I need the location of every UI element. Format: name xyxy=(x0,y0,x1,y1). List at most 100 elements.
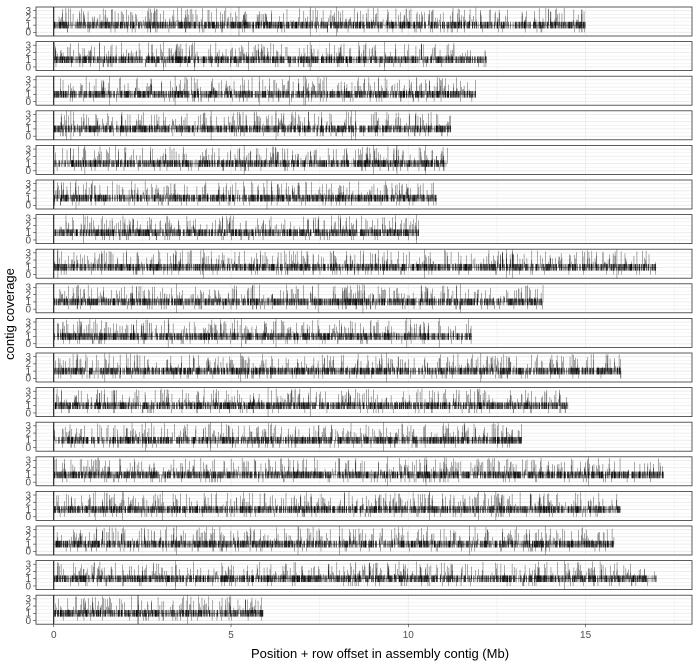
panel-border xyxy=(35,110,693,141)
panel-border xyxy=(35,179,693,210)
coverage-marks xyxy=(53,387,569,417)
y-tick-label: 2 xyxy=(25,152,31,163)
y-tick-label: 1 xyxy=(25,263,31,274)
y-tick-label: 1 xyxy=(25,366,31,377)
panel-border xyxy=(35,560,693,590)
y-tick-label: 0 xyxy=(25,616,31,627)
y-tick-label: 0 xyxy=(25,166,31,177)
panel-border xyxy=(35,41,693,71)
y-tick-label: 0 xyxy=(25,131,31,142)
y-tick-label: 0 xyxy=(25,547,31,558)
y-tick-label: 0 xyxy=(25,581,31,592)
y-tick-label: 3 xyxy=(25,490,31,501)
y-tick-label: 0 xyxy=(25,374,31,385)
y-tick-label: 3 xyxy=(25,352,31,363)
y-tick-label: 1 xyxy=(25,401,31,412)
y-tick-label: 3 xyxy=(25,75,31,86)
y-tick-label: 2 xyxy=(25,290,31,301)
x-tick-label: 5 xyxy=(228,630,234,641)
y-tick-label: 1 xyxy=(25,332,31,343)
y-tick-label: 2 xyxy=(25,567,31,578)
coverage-marks xyxy=(53,422,522,452)
y-tick-label: 0 xyxy=(25,408,31,419)
y-tick-label: 2 xyxy=(25,601,31,612)
panel-group: 0123012301230123012301230123012301230123… xyxy=(25,6,693,627)
y-tick-label: 2 xyxy=(25,186,31,197)
y-tick-label: 3 xyxy=(25,387,31,398)
x-tick-label: 10 xyxy=(403,630,415,641)
y-tick-label: 2 xyxy=(25,13,31,24)
y-tick-label: 0 xyxy=(25,339,31,350)
coverage-marks xyxy=(53,249,657,279)
y-tick-label: 1 xyxy=(25,297,31,308)
y-tick-label: 2 xyxy=(25,82,31,93)
panel-border xyxy=(35,352,693,383)
panel-border xyxy=(35,490,693,521)
y-tick-label: 2 xyxy=(25,255,31,266)
panel-border xyxy=(35,75,693,106)
y-tick-label: 2 xyxy=(25,48,31,59)
coverage-marks xyxy=(53,526,615,555)
y-tick-label: 0 xyxy=(25,28,31,39)
y-tick-label: 1 xyxy=(25,574,31,585)
y-tick-label: 1 xyxy=(25,124,31,135)
panel-border xyxy=(35,248,693,279)
coverage-marks xyxy=(53,283,544,313)
y-tick-label: 1 xyxy=(25,159,31,170)
coverage-marks xyxy=(53,491,622,521)
y-tick-label: 2 xyxy=(25,428,31,439)
y-tick-label: 3 xyxy=(25,110,31,121)
y-tick-label: 0 xyxy=(25,201,31,212)
panel-border xyxy=(35,456,693,487)
y-tick-label: 1 xyxy=(25,90,31,101)
y-tick-label: 3 xyxy=(25,594,31,605)
coverage-marks xyxy=(53,180,437,209)
x-tick-label: 0 xyxy=(51,630,57,641)
coverage-marks xyxy=(53,7,586,36)
y-tick-label: 0 xyxy=(25,512,31,523)
coverage-marks xyxy=(53,353,622,382)
y-tick-label: 0 xyxy=(25,235,31,246)
coverage-marks xyxy=(53,214,419,244)
y-tick-label: 1 xyxy=(25,539,31,550)
y-tick-label: 2 xyxy=(25,221,31,232)
coverage-marks xyxy=(53,318,473,348)
coverage-marks xyxy=(53,110,452,140)
panel-border xyxy=(35,387,693,418)
x-axis-title: Position + row offset in assembly contig… xyxy=(251,646,509,661)
panel-border xyxy=(35,421,693,452)
panel-border xyxy=(35,317,693,348)
y-tick-label: 2 xyxy=(25,117,31,128)
y-tick-label: 3 xyxy=(25,560,31,571)
y-tick-label: 1 xyxy=(25,193,31,204)
y-tick-label: 1 xyxy=(25,55,31,66)
y-tick-label: 3 xyxy=(25,317,31,328)
y-tick-label: 3 xyxy=(25,456,31,467)
y-tick-label: 3 xyxy=(25,214,31,225)
y-tick-label: 0 xyxy=(25,443,31,454)
panel-border xyxy=(35,594,693,625)
y-tick-label: 0 xyxy=(25,477,31,488)
x-axis: 0 5 10 15 xyxy=(51,624,592,641)
panel-border xyxy=(35,214,693,245)
coverage-marks xyxy=(53,41,487,71)
y-tick-label: 3 xyxy=(25,179,31,190)
y-tick-label: 1 xyxy=(25,20,31,31)
coverage-marks xyxy=(53,595,264,625)
y-tick-label: 1 xyxy=(25,609,31,620)
y-tick-label: 3 xyxy=(25,144,31,155)
y-tick-label: 0 xyxy=(25,62,31,73)
y-tick-label: 0 xyxy=(25,270,31,281)
